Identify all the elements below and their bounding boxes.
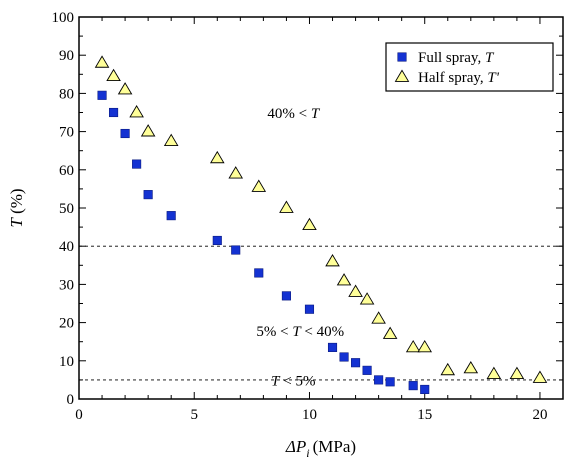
x-axis-label-symbol: ΔP xyxy=(285,437,306,456)
half-spray-point xyxy=(348,284,363,297)
y-tick-label: 30 xyxy=(59,277,74,293)
half-spray-point xyxy=(382,326,398,339)
full-spray-point xyxy=(132,159,142,169)
legend: Full spray, T Half spray, T' xyxy=(385,42,554,92)
half-spray-point xyxy=(94,55,110,68)
full-spray-point xyxy=(254,268,264,278)
y-tick-label: 60 xyxy=(59,163,74,179)
half-spray-point xyxy=(417,339,433,353)
half-spray-point xyxy=(532,370,548,383)
full-spray-point xyxy=(231,245,241,255)
full-spray-point xyxy=(281,291,291,301)
half-spray-point xyxy=(117,82,133,95)
half-spray-point xyxy=(325,253,340,267)
half-spray-point xyxy=(486,366,502,380)
legend-marker xyxy=(394,69,410,82)
y-tick-label: 20 xyxy=(59,316,74,332)
full-spray-point xyxy=(166,211,176,221)
y-tick-label: 70 xyxy=(59,125,74,141)
full-spray-point xyxy=(327,342,338,352)
annotation-0: 40% < T xyxy=(267,106,320,122)
full-spray-point xyxy=(351,358,361,368)
x-axis-label-unit: (MPa) xyxy=(313,437,356,456)
half-spray-point xyxy=(140,124,156,137)
half-spray-point xyxy=(463,360,479,374)
plot-frame xyxy=(78,16,564,400)
full-spray-point xyxy=(339,352,349,362)
half-spray-point xyxy=(209,150,225,164)
full-spray-point xyxy=(408,381,418,391)
tick-labels: 0 5 10 15 20 0 10 20 30 40 50 60 70 80 90 100 xyxy=(52,10,548,423)
half-spray-point xyxy=(405,339,421,353)
x-tick-label: 5 xyxy=(190,407,198,423)
legend-marker xyxy=(397,52,407,62)
x-tick-label: 20 xyxy=(532,407,547,423)
reference-lines xyxy=(79,245,563,381)
x-tick-label: 10 xyxy=(302,407,317,423)
half-spray-point xyxy=(336,273,352,286)
half-spray-point xyxy=(279,200,294,213)
annotation-1: 5% < T < 40% xyxy=(256,324,344,340)
full-spray-point xyxy=(420,384,430,395)
legend-box xyxy=(385,42,554,92)
y-axis-label: T (%) xyxy=(7,188,26,227)
half-spray-point xyxy=(228,166,244,179)
full-spray-point xyxy=(109,107,119,118)
half-spray-point xyxy=(106,68,121,82)
x-axis-label: ΔPi (MPa) xyxy=(285,437,356,460)
y-tick-label: 80 xyxy=(59,86,74,102)
full-spray-point xyxy=(212,235,222,246)
half-spray-point xyxy=(371,311,386,324)
legend-item-half-spray: Half spray, T' xyxy=(394,69,500,86)
data-markers xyxy=(94,55,548,395)
half-spray-point xyxy=(129,105,144,118)
full-spray-point xyxy=(374,375,384,385)
half-spray-point xyxy=(163,133,179,147)
x-tick-label: 0 xyxy=(75,407,83,423)
x-axis-label-subscript: i xyxy=(306,446,309,460)
annotations: 40% < T 5% < T < 40% T < 5% xyxy=(256,106,344,389)
half-spray-point xyxy=(440,362,456,376)
half-spray-point xyxy=(509,366,525,380)
half-spray-point xyxy=(359,292,375,305)
full-spray-point xyxy=(385,377,395,387)
half-spray-point xyxy=(302,217,317,231)
annotation-2: T < 5% xyxy=(271,374,315,390)
legend-item-full-spray: Full spray, T xyxy=(397,50,495,66)
y-tick-label: 90 xyxy=(59,48,74,64)
y-tick-label: 40 xyxy=(59,239,74,255)
y-tick-label: 10 xyxy=(59,354,74,370)
y-tick-label: 0 xyxy=(67,392,75,408)
full-spray-point xyxy=(120,128,130,139)
x-tick-label: 15 xyxy=(417,407,432,423)
legend-label: Full spray, T xyxy=(418,50,495,66)
legend-label: Half spray, T' xyxy=(418,70,500,86)
half-spray-point xyxy=(251,179,267,192)
y-tick-label: 100 xyxy=(52,10,75,26)
full-spray-point xyxy=(143,190,153,200)
y-tick-label: 50 xyxy=(59,201,74,217)
full-spray-point xyxy=(97,90,107,100)
full-spray-point xyxy=(304,304,315,314)
full-spray-point xyxy=(362,365,372,375)
